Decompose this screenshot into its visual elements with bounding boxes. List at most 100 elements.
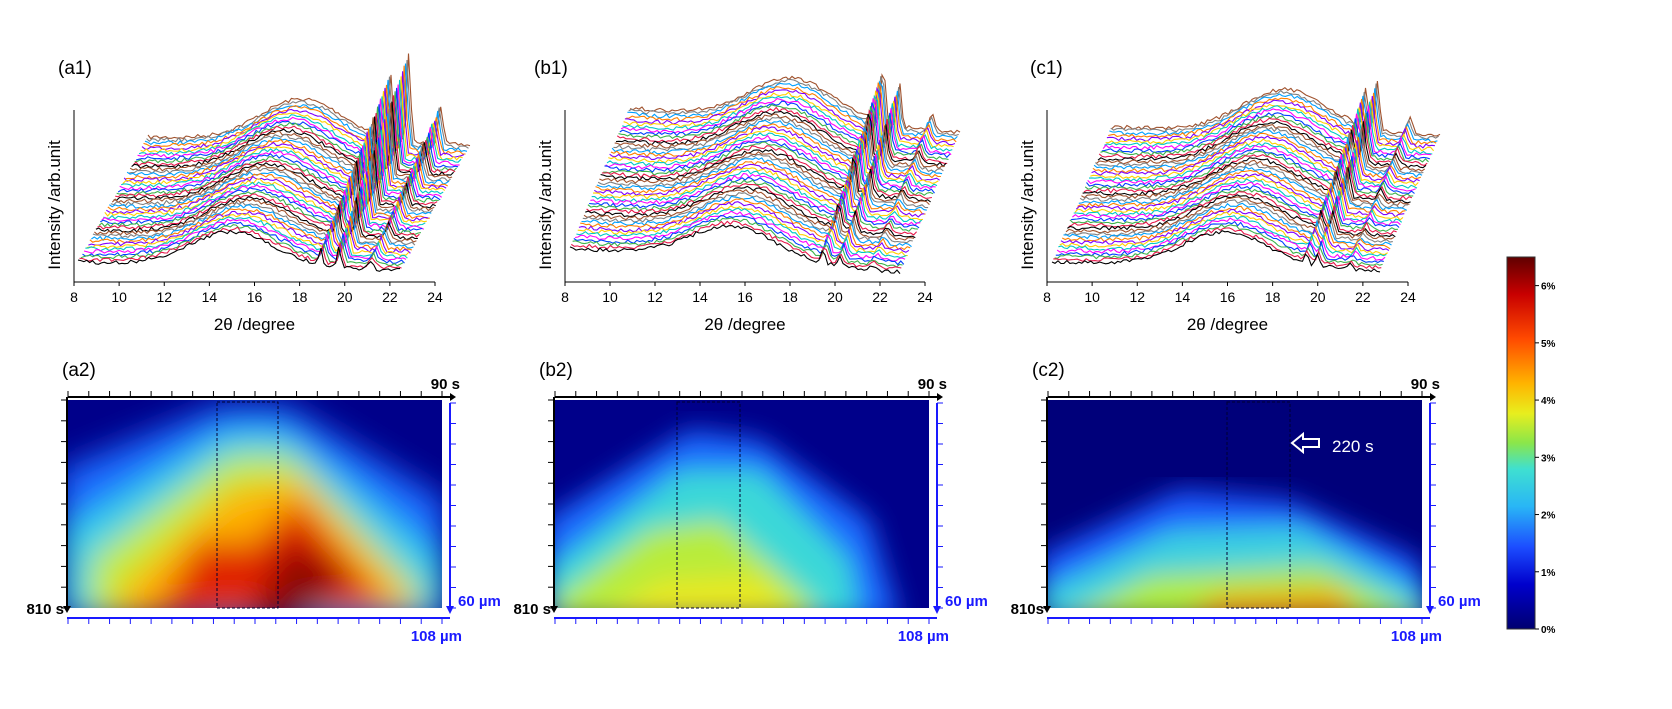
spectrum-trace xyxy=(80,224,404,267)
spectrum-trace xyxy=(131,101,454,177)
spectrum-trace xyxy=(1061,205,1391,250)
depth-label: 60 µm xyxy=(945,593,988,610)
spectrum-trace xyxy=(1098,117,1428,166)
spectrum-trace xyxy=(132,95,456,174)
time-end-label: 810 s xyxy=(26,601,64,618)
x-tick-label: 20 xyxy=(337,289,353,305)
spectrum-trace xyxy=(1101,111,1430,160)
width-label: 108 µm xyxy=(898,628,949,645)
x-tick-label: 22 xyxy=(1355,289,1371,305)
colorbar-tick-label: 4% xyxy=(1541,396,1556,407)
spectrum-trace xyxy=(123,119,447,190)
spectrum-trace xyxy=(604,139,935,194)
x-tick-label: 8 xyxy=(561,289,569,305)
annotation-text: 220 s xyxy=(1332,437,1374,456)
spectrum-trace xyxy=(106,171,429,222)
spectrum-trace xyxy=(86,213,410,256)
spectrum-trace xyxy=(89,208,413,252)
spectrum-trace xyxy=(1091,135,1420,183)
x-tick-label: 22 xyxy=(382,289,398,305)
x-tick-label: 14 xyxy=(692,289,708,305)
spectrum-trace xyxy=(91,204,414,249)
panel-label: (c2) xyxy=(1032,360,1065,381)
arrow-down-icon xyxy=(446,606,454,614)
spectrum-trace xyxy=(147,53,471,147)
x-tick-label: 14 xyxy=(202,289,218,305)
sampling-region xyxy=(676,401,741,609)
spectrum-trace xyxy=(624,86,956,146)
sampling-region xyxy=(1226,401,1291,609)
spectrum-trace xyxy=(1058,215,1387,257)
spectrum-trace xyxy=(146,59,469,150)
y-axis-label: Intensity /arb.unit xyxy=(1018,140,1037,270)
spectrum-trace xyxy=(585,185,916,239)
spectrum-trace xyxy=(590,173,921,227)
heatmap-axes: (a2) 90 s 810 s 60 µm 108 µm (b2) 90 s 810 s 60 … xyxy=(26,360,1480,645)
spectrum-trace xyxy=(110,158,434,213)
x-tick-label: 24 xyxy=(917,289,933,305)
spectrum-trace xyxy=(1093,129,1423,178)
spectrum-trace xyxy=(116,142,439,203)
spectrum-trace xyxy=(611,119,943,175)
spectrum-trace xyxy=(1102,105,1432,157)
spectrum-trace xyxy=(569,224,901,274)
spectrum-trace xyxy=(1053,227,1382,270)
spectrum-trace xyxy=(1082,157,1411,204)
heatmap-b2 xyxy=(555,400,929,608)
spectrum-trace xyxy=(137,84,460,166)
spectrum-trace xyxy=(1072,181,1401,227)
spectrum-trace xyxy=(1051,230,1381,273)
spectrum-trace xyxy=(125,116,448,187)
x-tick-label: 24 xyxy=(1400,289,1416,305)
spectrum-trace xyxy=(1109,88,1438,144)
y-axis-label: Intensity /arb.unit xyxy=(45,140,64,270)
spectrum-trace xyxy=(623,90,954,148)
spectrum-trace xyxy=(620,97,952,156)
spectrum-trace xyxy=(597,154,929,209)
arrow-down-icon xyxy=(933,606,941,614)
spectrum-trace xyxy=(591,169,923,224)
y-axis-label: Intensity /arb.unit xyxy=(536,140,555,270)
arrow-down-icon xyxy=(550,606,558,613)
spectrum-trace xyxy=(606,132,938,188)
x-axis-label: 2θ /degree xyxy=(1187,315,1268,334)
x-tick-label: 16 xyxy=(1220,289,1236,305)
spectrum-trace xyxy=(83,218,407,261)
spectrum-trace xyxy=(98,190,421,236)
x-tick-label: 20 xyxy=(1310,289,1326,305)
spectrum-trace xyxy=(1100,112,1429,163)
spectrum-trace xyxy=(609,126,940,181)
spectrum-trace xyxy=(1063,202,1392,246)
spectrum-trace xyxy=(592,167,924,221)
x-tick-label: 18 xyxy=(1265,289,1281,305)
depth-label: 60 µm xyxy=(1438,593,1481,610)
spectrum-trace xyxy=(596,157,927,211)
spectrum-trace xyxy=(1075,173,1405,218)
x-tick-label: 18 xyxy=(292,289,308,305)
x-tick-label: 20 xyxy=(827,289,843,305)
spectrum-trace xyxy=(1083,154,1413,201)
spectrum-trace xyxy=(571,220,902,271)
spectrum-trace xyxy=(578,201,910,253)
spectrum-trace xyxy=(1065,196,1395,241)
width-label: 108 µm xyxy=(411,628,462,645)
spectrum-trace xyxy=(599,151,930,205)
spectrum-trace xyxy=(126,113,450,185)
spectrum-trace xyxy=(103,178,426,227)
spectrum-trace xyxy=(613,117,944,173)
spectrum-trace xyxy=(1056,217,1386,261)
x-axis-label: 2θ /degree xyxy=(704,315,785,334)
depth-label: 60 µm xyxy=(458,593,501,610)
x-tick-label: 18 xyxy=(782,289,798,305)
spectrum-trace xyxy=(1095,126,1424,175)
arrow-down-icon xyxy=(1043,606,1051,613)
spectrum-trace xyxy=(121,130,444,195)
spectrum-trace xyxy=(1084,150,1414,197)
time-start-label: 90 s xyxy=(918,376,947,393)
spectrum-trace xyxy=(144,63,468,153)
spectrum-trace xyxy=(1105,99,1435,152)
x-tick-label: 12 xyxy=(156,289,172,305)
spectrum-trace xyxy=(573,214,905,266)
time-start-label: 90 s xyxy=(1411,376,1440,393)
width-label: 108 µm xyxy=(1391,628,1442,645)
